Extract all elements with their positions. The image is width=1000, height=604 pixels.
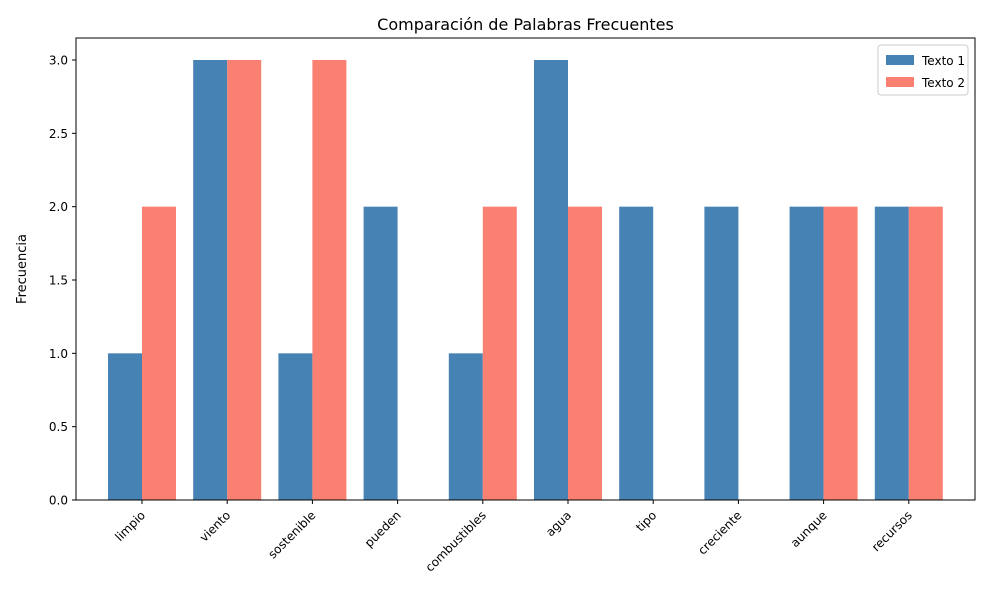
x-tick-label-aunque: aunque bbox=[788, 508, 830, 550]
bar-1-agua bbox=[534, 60, 568, 500]
bar-2-combustibles bbox=[482, 206, 517, 500]
legend-label-1: Texto 1 bbox=[921, 54, 965, 68]
y-tick-label: 2.5 bbox=[49, 127, 68, 141]
plot-frame bbox=[75, 37, 976, 501]
x-tick-label-pueden: pueden bbox=[362, 508, 404, 550]
x-tick-label-sostenible: sostenible bbox=[265, 508, 318, 561]
y-tick-label: 1.0 bbox=[49, 347, 68, 361]
bar-2-aunque bbox=[823, 206, 858, 500]
legend-swatch-2 bbox=[886, 77, 914, 87]
y-tick-label: 0.5 bbox=[49, 420, 68, 434]
x-tick-label-combustibles: combustibles bbox=[423, 508, 489, 574]
x-tick-label-agua: agua bbox=[543, 508, 574, 539]
x-tick-label-recursos: recursos bbox=[869, 508, 915, 554]
bar-1-sostenible bbox=[278, 353, 313, 500]
bar-1-tipo bbox=[619, 206, 654, 500]
bar-2-sostenible bbox=[312, 60, 347, 500]
y-tick-label: 2.0 bbox=[49, 200, 68, 214]
bar-2-agua bbox=[568, 206, 602, 500]
x-tick-label-limpio: limpio bbox=[112, 508, 148, 544]
bar-1-pueden bbox=[363, 206, 398, 500]
bar-2-viento bbox=[227, 60, 262, 500]
x-axis-ticks: limpio viento sostenible pueden combustibles… bbox=[112, 500, 915, 575]
bar-2-limpio bbox=[142, 206, 176, 500]
y-tick-label: 0.0 bbox=[49, 494, 68, 508]
x-tick-label-viento: viento bbox=[197, 508, 233, 544]
bar-1-viento bbox=[193, 60, 228, 500]
bar-1-limpio bbox=[108, 353, 142, 500]
bar-2-recursos bbox=[908, 206, 943, 500]
legend-swatch-1 bbox=[886, 55, 914, 65]
bars-layer bbox=[108, 60, 943, 500]
legend-label-2: Texto 2 bbox=[921, 76, 965, 90]
x-tick-label-creciente: creciente bbox=[695, 508, 744, 557]
y-axis-ticks: 0.0 0.5 1.0 1.5 2.0 2.5 3.0 bbox=[49, 54, 76, 508]
legend: Texto 1 Texto 2 bbox=[877, 44, 969, 96]
bar-1-recursos bbox=[874, 206, 909, 500]
y-tick-label: 1.5 bbox=[49, 274, 68, 288]
chart-title: Comparación de Palabras Frecuentes bbox=[377, 15, 674, 34]
bar-1-combustibles bbox=[448, 353, 483, 500]
y-axis-label: Frecuencia bbox=[15, 234, 30, 304]
y-tick-label: 3.0 bbox=[49, 54, 68, 68]
bar-1-aunque bbox=[789, 206, 824, 500]
bar-1-creciente bbox=[704, 206, 739, 500]
x-tick-label-tipo: tipo bbox=[633, 508, 659, 534]
